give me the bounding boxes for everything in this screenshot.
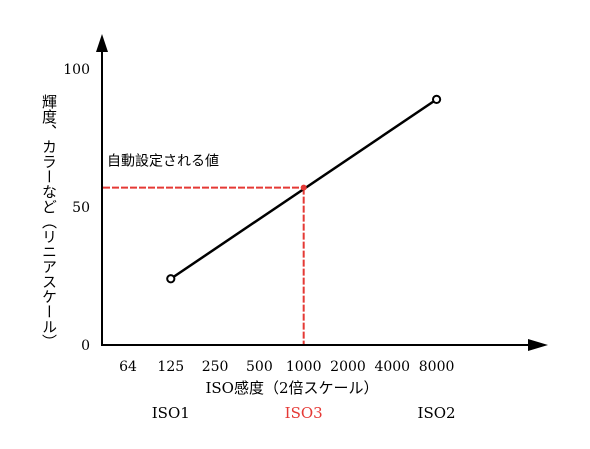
x-tick-labels: 64 125 250 500 1000 2000 4000 8000 bbox=[119, 359, 454, 375]
iso-label: ISO3 bbox=[285, 404, 323, 422]
iso-label: ISO1 bbox=[152, 404, 190, 422]
axes bbox=[96, 34, 548, 351]
data-point bbox=[431, 94, 442, 104]
x-tick-label: 64 bbox=[119, 359, 137, 375]
x-tick-label: 250 bbox=[202, 359, 229, 375]
x-axis-arrow bbox=[528, 339, 548, 351]
x-tick-label: 125 bbox=[157, 359, 184, 375]
x-tick-label: 500 bbox=[246, 359, 273, 375]
x-tick-label: 4000 bbox=[374, 359, 410, 375]
iso-labels: ISO1 ISO3 ISO2 bbox=[152, 404, 456, 422]
guide-lines bbox=[103, 186, 305, 344]
x-tick-label: 8000 bbox=[419, 359, 455, 375]
data-point bbox=[166, 274, 176, 284]
x-tick-label: 1000 bbox=[286, 359, 322, 375]
x-tick-label: 2000 bbox=[330, 359, 366, 375]
y-axis-arrow bbox=[96, 34, 108, 52]
y-tick-label: 100 bbox=[63, 62, 90, 78]
markers bbox=[166, 94, 442, 284]
y-tick-labels: 0 50 100 bbox=[63, 62, 90, 354]
y-axis-label-group: 輝度、カラーなど（リニアスケール） bbox=[40, 94, 58, 349]
annotation-label: 自動設定される値 bbox=[107, 154, 219, 170]
highlight-point bbox=[300, 184, 307, 191]
x-axis-label: ISO感度（2倍スケール） bbox=[205, 379, 378, 397]
y-tick-label: 50 bbox=[72, 200, 90, 216]
iso-label: ISO2 bbox=[418, 404, 456, 422]
y-axis-label: 輝度、カラーなど（リニアスケール） bbox=[40, 94, 58, 349]
y-tick-label: 0 bbox=[81, 338, 90, 354]
